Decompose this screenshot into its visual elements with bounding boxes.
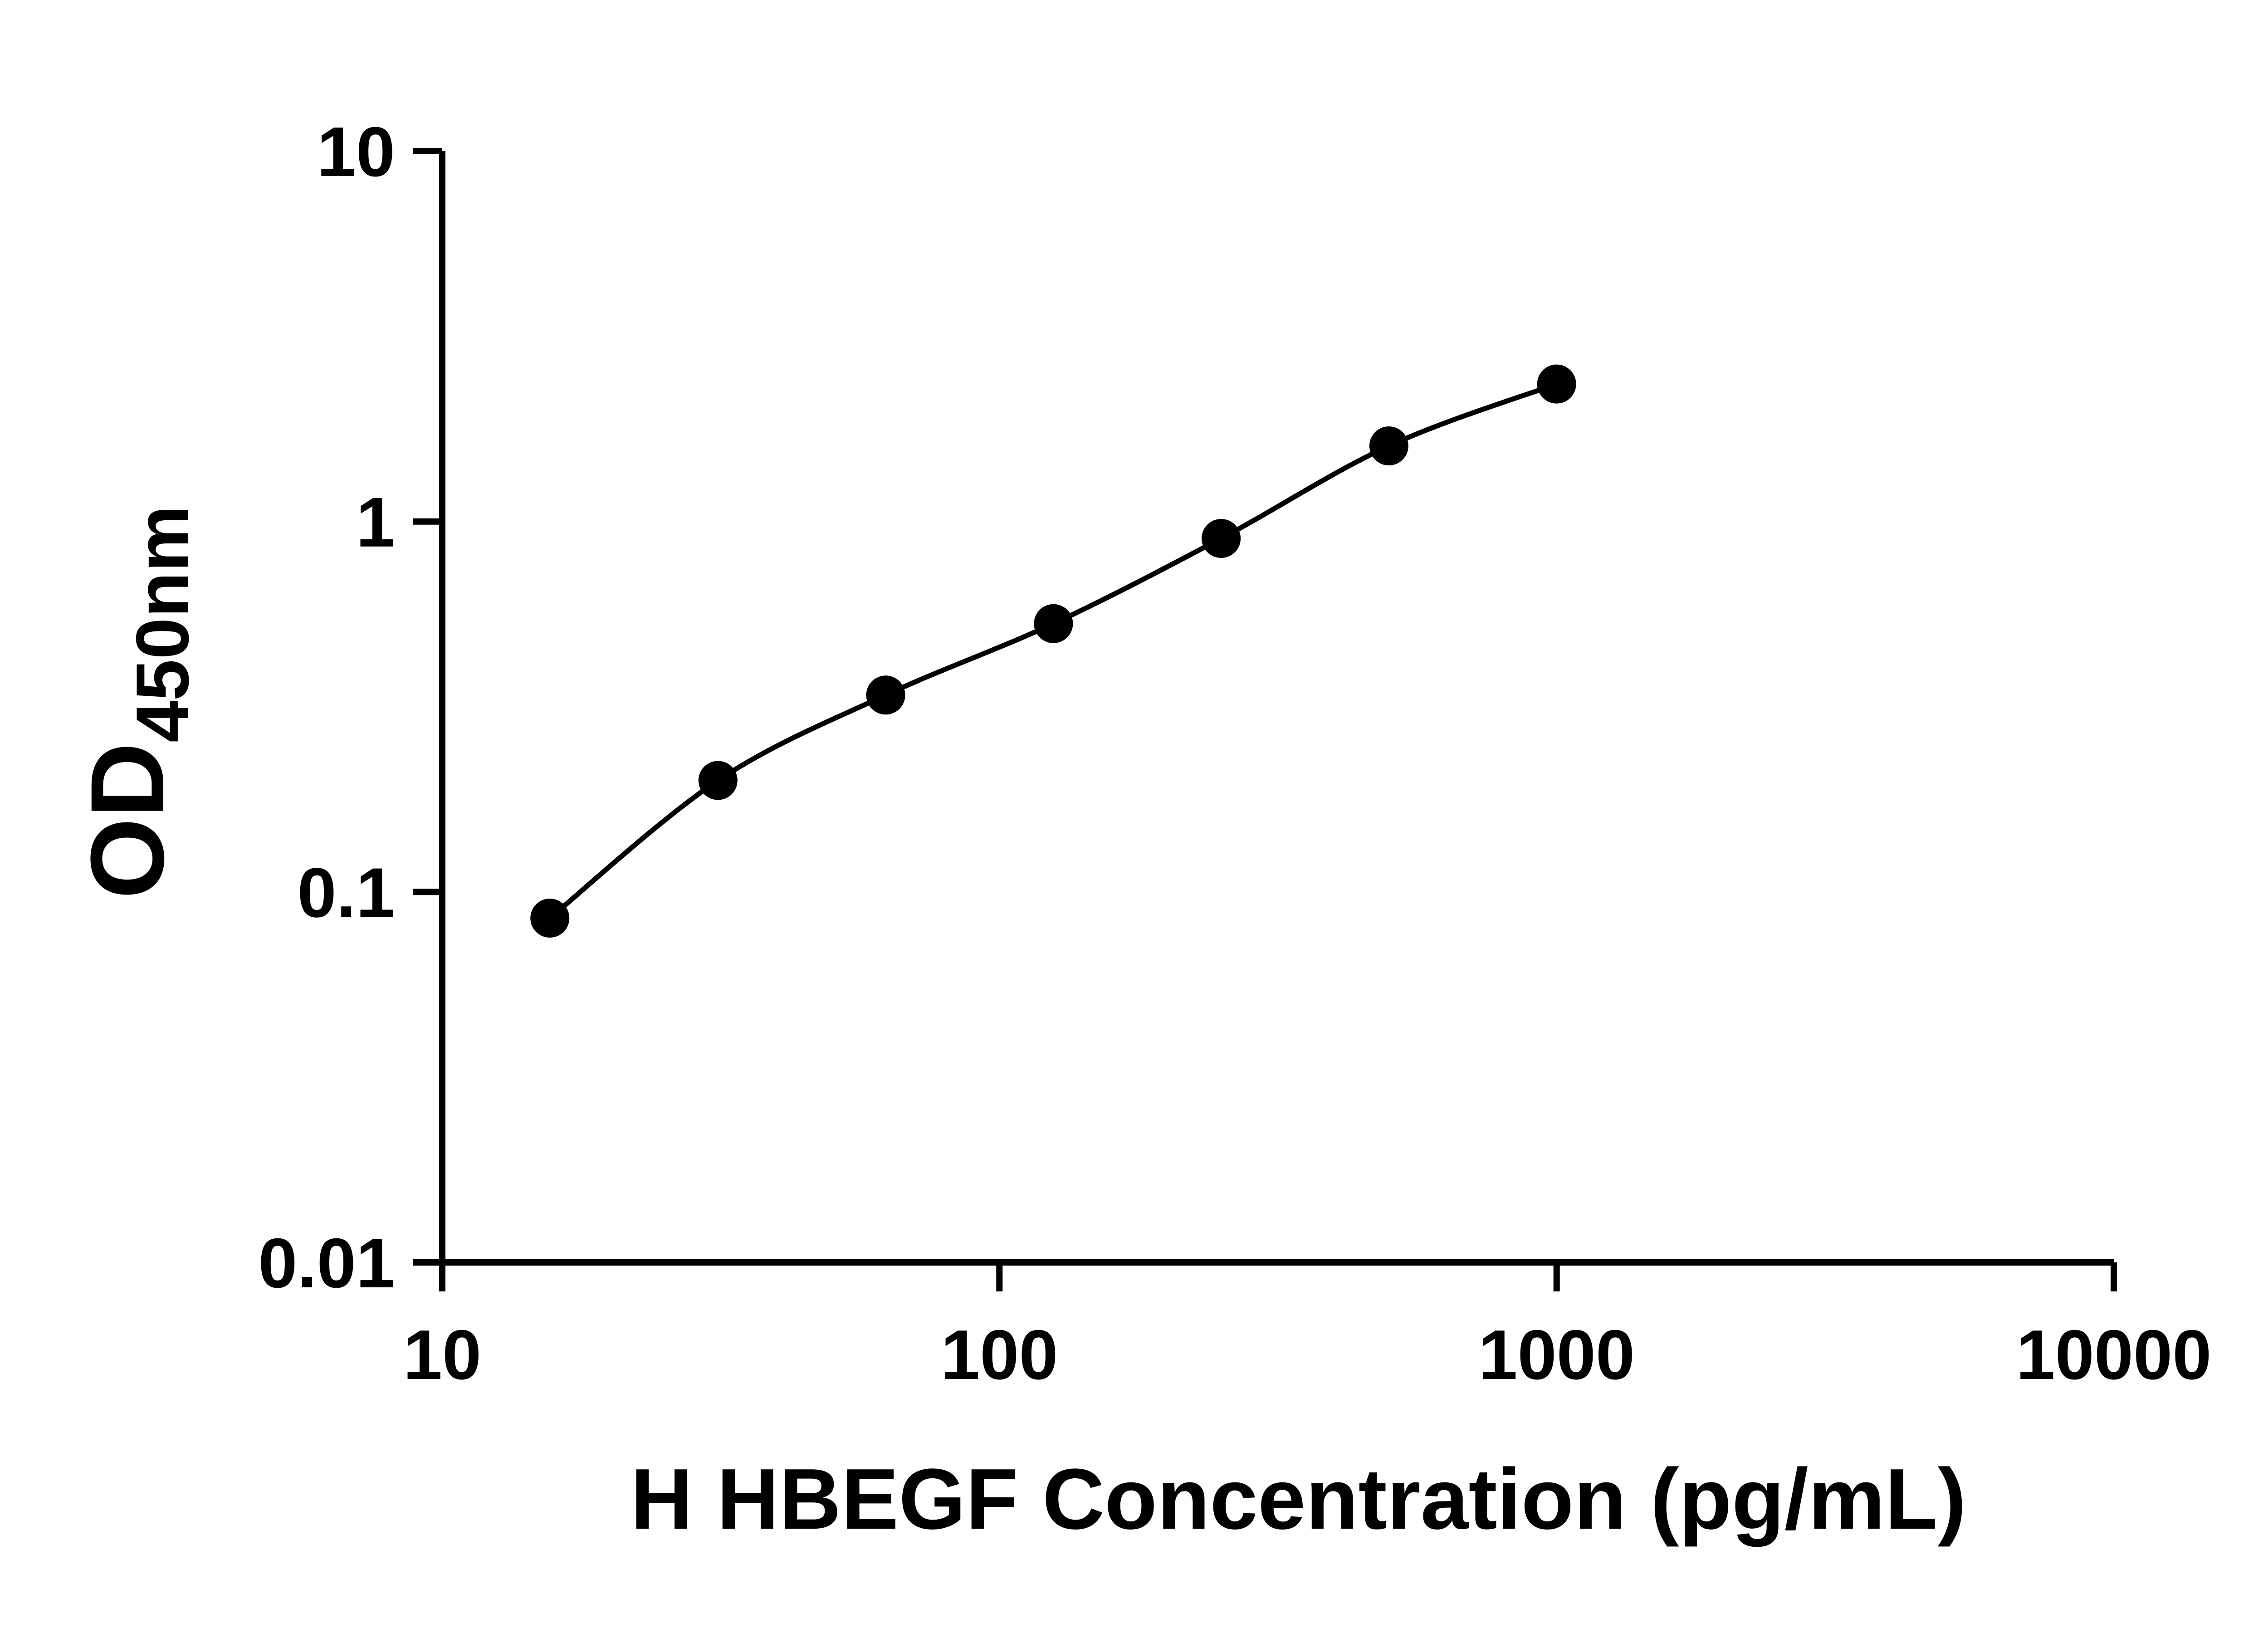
data-point-marker <box>1202 519 1241 558</box>
axis-ticks <box>413 148 2117 1291</box>
data-points <box>530 364 1576 938</box>
data-point-marker <box>1034 604 1073 643</box>
y-tick-label: 10 <box>317 112 395 191</box>
y-axis-title-subscript: 450nm <box>121 505 204 743</box>
data-point-marker <box>530 899 570 938</box>
x-tick-label: 10000 <box>2016 1315 2211 1394</box>
axis-frame <box>439 151 2114 1266</box>
y-axis-title-main: OD <box>69 743 186 899</box>
data-point-marker <box>866 675 905 715</box>
x-axis-title: H HBEGF Concentration (pg/mL) <box>631 1451 1966 1547</box>
axes <box>439 151 2114 1266</box>
x-tick-label: 10 <box>403 1315 481 1394</box>
fit-curve-line <box>548 381 1558 920</box>
y-tick-label: 0.1 <box>298 853 395 932</box>
x-tick-label: 1000 <box>1478 1315 1635 1394</box>
data-point-marker <box>1537 364 1576 404</box>
y-axis-title: OD450nm <box>69 505 204 899</box>
y-tick-label: 0.01 <box>258 1224 395 1302</box>
data-point-marker <box>1369 426 1408 465</box>
y-tick-label: 1 <box>356 483 395 562</box>
data-point-marker <box>698 761 738 800</box>
x-tick-label: 100 <box>941 1315 1058 1394</box>
axis-tick-labels: 10 100 1000 10000 0.01 0.1 1 10 <box>258 112 2211 1394</box>
